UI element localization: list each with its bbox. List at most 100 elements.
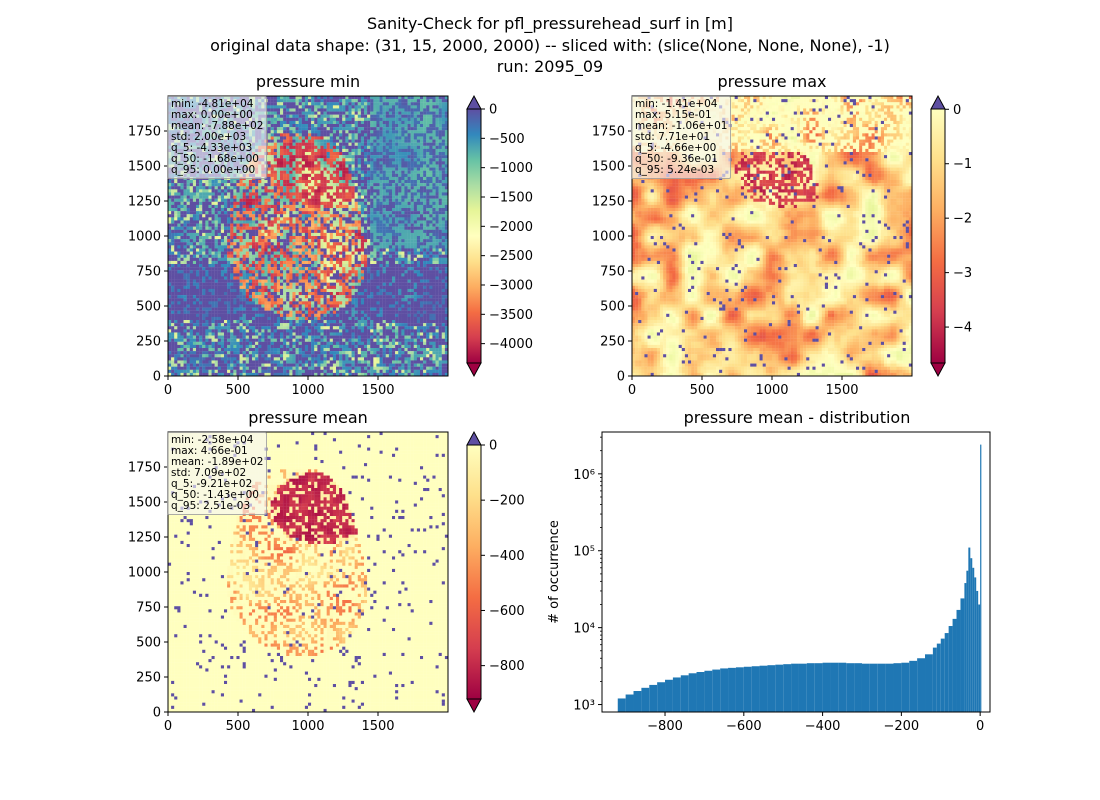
heatmap-cell bbox=[240, 252, 243, 255]
heatmap-cell bbox=[358, 258, 361, 261]
heatmap-cell bbox=[174, 205, 177, 208]
heatmap-cell bbox=[243, 180, 246, 183]
heatmap-cell bbox=[268, 108, 271, 111]
heatmap-cell bbox=[432, 158, 435, 161]
heatmap-cell bbox=[373, 133, 376, 136]
heatmap-cell bbox=[432, 161, 435, 164]
heatmap-cell bbox=[230, 252, 233, 255]
heatmap-cell bbox=[432, 140, 435, 143]
heatmap-cell bbox=[208, 230, 211, 233]
heatmap-cell bbox=[314, 115, 317, 118]
heatmap-cell bbox=[311, 236, 314, 239]
heatmap-cell bbox=[417, 164, 420, 167]
heatmap-cell bbox=[215, 214, 218, 217]
heatmap-cell bbox=[392, 161, 395, 164]
heatmap-cell bbox=[289, 177, 292, 180]
heatmap-cell bbox=[426, 196, 429, 199]
heatmap-cell bbox=[423, 252, 426, 255]
heatmap-cell bbox=[292, 143, 295, 146]
heatmap-cell bbox=[376, 149, 379, 152]
heatmap-cell bbox=[404, 155, 407, 158]
heatmap-cell bbox=[386, 130, 389, 133]
heatmap-cell bbox=[187, 264, 190, 267]
heatmap-cell bbox=[380, 152, 383, 155]
heatmap-cell bbox=[376, 115, 379, 118]
heatmap-cell bbox=[429, 143, 432, 146]
heatmap-cell bbox=[193, 227, 196, 230]
heatmap-cell bbox=[420, 248, 423, 251]
heatmap-cell bbox=[355, 211, 358, 214]
heatmap-cell bbox=[221, 252, 224, 255]
heatmap-cell bbox=[380, 174, 383, 177]
heatmap-cell bbox=[199, 267, 202, 270]
heatmap-cell bbox=[280, 140, 283, 143]
heatmap-cell bbox=[243, 220, 246, 223]
heatmap-cell bbox=[227, 248, 230, 251]
heatmap-cell bbox=[240, 248, 243, 251]
heatmap-cell bbox=[348, 136, 351, 139]
heatmap-cell bbox=[308, 258, 311, 261]
heatmap-cell bbox=[358, 171, 361, 174]
heatmap-cell bbox=[289, 171, 292, 174]
heatmap-cell bbox=[299, 168, 302, 171]
heatmap-cell bbox=[212, 199, 215, 202]
heatmap-cell bbox=[268, 192, 271, 195]
heatmap-cell bbox=[414, 118, 417, 121]
heatmap-cell bbox=[380, 217, 383, 220]
heatmap-cell bbox=[255, 233, 258, 236]
heatmap-cell bbox=[380, 161, 383, 164]
heatmap-cell bbox=[317, 205, 320, 208]
heatmap-cell bbox=[264, 196, 267, 199]
heatmap-cell bbox=[190, 264, 193, 267]
heatmap-cell bbox=[246, 186, 249, 189]
heatmap-cell bbox=[233, 217, 236, 220]
heatmap-cell bbox=[255, 245, 258, 248]
heatmap-cell bbox=[314, 245, 317, 248]
heatmap-cell bbox=[274, 99, 277, 102]
heatmap-cell bbox=[348, 177, 351, 180]
heatmap-cell bbox=[345, 164, 348, 167]
heatmap-cell bbox=[395, 102, 398, 105]
heatmap-cell bbox=[370, 236, 373, 239]
heatmap-cell bbox=[404, 168, 407, 171]
heatmap-cell bbox=[401, 264, 404, 267]
heatmap-cell bbox=[268, 171, 271, 174]
heatmap-cell bbox=[404, 174, 407, 177]
heatmap-cell bbox=[308, 108, 311, 111]
heatmap-cell bbox=[383, 261, 386, 264]
heatmap-cell bbox=[224, 248, 227, 251]
heatmap-cell bbox=[380, 168, 383, 171]
heatmap-cell bbox=[218, 192, 221, 195]
heatmap-cell bbox=[414, 208, 417, 211]
heatmap-cell bbox=[289, 155, 292, 158]
heatmap-cell bbox=[358, 252, 361, 255]
heatmap-cell bbox=[439, 220, 442, 223]
heatmap-cell bbox=[218, 227, 221, 230]
heatmap-cell bbox=[411, 189, 414, 192]
heatmap-cell bbox=[414, 161, 417, 164]
heatmap-cell bbox=[345, 174, 348, 177]
heatmap-cell bbox=[361, 177, 364, 180]
heatmap-cell bbox=[386, 158, 389, 161]
heatmap-cell bbox=[240, 186, 243, 189]
heatmap-cell bbox=[187, 230, 190, 233]
heatmap-cell bbox=[442, 196, 445, 199]
heatmap-cell bbox=[423, 177, 426, 180]
heatmap-cell bbox=[408, 171, 411, 174]
heatmap-cell bbox=[420, 189, 423, 192]
heatmap-cell bbox=[367, 149, 370, 152]
heatmap-cell bbox=[401, 155, 404, 158]
heatmap-cell bbox=[277, 267, 280, 270]
heatmap-cell bbox=[224, 230, 227, 233]
heatmap-cell bbox=[423, 161, 426, 164]
heatmap-cell bbox=[308, 227, 311, 230]
heatmap-cell bbox=[386, 214, 389, 217]
heatmap-cell bbox=[414, 192, 417, 195]
heatmap-cell bbox=[370, 224, 373, 227]
heatmap-cell bbox=[202, 199, 205, 202]
heatmap-cell bbox=[302, 177, 305, 180]
heatmap-cell bbox=[342, 239, 345, 242]
heatmap-cell bbox=[289, 102, 292, 105]
heatmap-cell bbox=[370, 118, 373, 121]
heatmap-cell bbox=[364, 202, 367, 205]
